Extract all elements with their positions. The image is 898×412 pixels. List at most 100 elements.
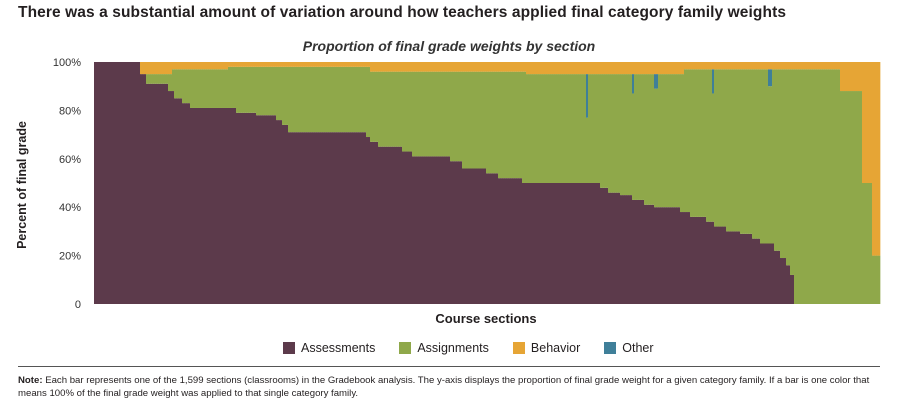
bar-segment-assignments bbox=[300, 66, 303, 133]
bar-segment-assignments bbox=[584, 74, 587, 183]
bar-segment-assessments bbox=[114, 62, 117, 304]
bar-segment-assessments bbox=[288, 132, 291, 304]
bar-segment-assessments bbox=[572, 183, 575, 304]
bar-segment-assessments bbox=[372, 141, 375, 304]
bar-segment-assessments bbox=[158, 83, 161, 304]
bar-segment-assignments bbox=[354, 66, 357, 133]
bar-segment-assignments bbox=[204, 69, 207, 108]
bar-segment-behavior bbox=[198, 62, 201, 70]
bar-segment-behavior bbox=[764, 62, 767, 70]
bar-segment-assessments bbox=[100, 62, 103, 304]
bar-segment-assessments bbox=[514, 178, 517, 304]
bar-segment-behavior bbox=[382, 62, 385, 72]
bar-segment-behavior bbox=[668, 62, 671, 75]
bar-segment-assignments bbox=[618, 74, 621, 193]
bar-segment-behavior bbox=[536, 62, 539, 75]
bar-segment-assessments bbox=[236, 112, 239, 304]
bar-segment-assignments bbox=[312, 66, 315, 133]
bar-segment-assessments bbox=[700, 216, 703, 304]
bar-segment-assessments bbox=[532, 183, 535, 304]
bar-segment-behavior bbox=[230, 62, 233, 67]
bar-segment-behavior bbox=[472, 62, 475, 72]
bar-segment-behavior bbox=[304, 62, 307, 67]
bar-segment-behavior bbox=[628, 62, 631, 75]
bar-segment-behavior bbox=[596, 62, 599, 75]
bar-segment-behavior bbox=[276, 62, 279, 67]
bar-segment-behavior bbox=[520, 62, 523, 72]
bar-segment-behavior bbox=[860, 62, 863, 92]
bar-segment-assessments bbox=[108, 62, 111, 304]
bar-segment-assessments bbox=[624, 195, 627, 304]
bar-segment-assessments bbox=[152, 83, 155, 304]
bar-segment-behavior bbox=[356, 62, 359, 67]
bar-segment-behavior bbox=[790, 62, 793, 70]
bar-segment-assessments bbox=[376, 141, 379, 304]
bar-segment-behavior bbox=[578, 62, 581, 75]
bar-segment-assignments bbox=[776, 69, 779, 251]
bar-segment-assignments bbox=[332, 66, 335, 133]
bar-segment-assignments bbox=[828, 69, 831, 304]
bar-segment-assessments bbox=[590, 183, 593, 304]
bar-segment-behavior bbox=[316, 62, 319, 67]
bar-segment-assignments bbox=[186, 69, 189, 104]
bar-segment-assessments bbox=[666, 207, 669, 304]
bar-segment-assessments bbox=[722, 226, 725, 304]
bar-segment-behavior bbox=[760, 62, 763, 70]
bar-segment-assignments bbox=[188, 69, 191, 104]
bar-segment-behavior bbox=[748, 62, 751, 70]
bar-segment-assignments bbox=[800, 69, 803, 304]
bar-segment-assignments bbox=[836, 69, 839, 304]
bar-segment-assessments bbox=[568, 183, 571, 304]
bar-segment-assignments bbox=[380, 71, 383, 147]
bar-segment-assignments bbox=[698, 69, 701, 217]
bar-segment-behavior bbox=[828, 62, 831, 70]
bar-segment-behavior bbox=[350, 62, 353, 67]
bar-segment-assignments bbox=[488, 71, 491, 174]
bar-segment-assessments bbox=[166, 83, 169, 304]
bar-segment-behavior bbox=[236, 62, 239, 67]
bar-segment-behavior bbox=[688, 62, 691, 70]
bar-segment-assignments bbox=[414, 71, 417, 157]
bar-segment-behavior bbox=[306, 62, 309, 67]
bar-segment-behavior bbox=[404, 62, 407, 72]
bar-segment-assignments bbox=[294, 66, 297, 133]
bar-segment-assessments bbox=[612, 192, 615, 304]
bar-segment-assignments bbox=[216, 69, 219, 108]
bar-segment-behavior bbox=[738, 62, 741, 70]
y-ticks-group: 0 20% 40% 60% 80% 100% bbox=[53, 57, 81, 311]
bar-segment-behavior bbox=[386, 62, 389, 72]
bar-segment-behavior bbox=[140, 62, 143, 75]
bar-segment-assessments bbox=[250, 112, 253, 304]
bar-segment-behavior bbox=[816, 62, 819, 70]
bar-segment-assessments bbox=[692, 216, 695, 304]
bar-segment-assessments bbox=[194, 107, 197, 304]
bar-segment-assessments bbox=[136, 62, 139, 304]
bar-segment-assignments bbox=[244, 66, 247, 113]
bar-segment-other bbox=[586, 74, 589, 118]
bar-segment-assessments bbox=[274, 115, 277, 305]
bar-segment-behavior bbox=[742, 62, 745, 70]
bar-segment-assessments bbox=[610, 192, 613, 304]
bar-segment-behavior bbox=[426, 62, 429, 72]
bar-segment-assignments bbox=[778, 69, 781, 251]
bar-segment-assessments bbox=[466, 168, 469, 304]
bar-segment-assignments bbox=[602, 74, 605, 188]
bar-segment-assessments bbox=[582, 183, 585, 304]
bar-segment-assignments bbox=[718, 69, 721, 227]
bar-segment-behavior bbox=[474, 62, 477, 72]
bar-segment-assessments bbox=[626, 195, 629, 304]
bar-segment-assignments bbox=[346, 66, 349, 133]
bar-segment-assessments bbox=[230, 107, 233, 304]
bar-segment-assessments bbox=[198, 107, 201, 304]
bar-segment-assignments bbox=[656, 88, 659, 208]
bar-segment-behavior bbox=[696, 62, 699, 70]
bar-segment-assessments bbox=[246, 112, 249, 304]
bar-segment-behavior bbox=[716, 62, 719, 70]
bar-segment-assignments bbox=[384, 71, 387, 147]
bar-segment-assignments bbox=[746, 69, 749, 234]
bar-segment-assignments bbox=[862, 183, 865, 304]
bar-segment-assignments bbox=[196, 69, 199, 108]
bar-segment-assessments bbox=[512, 178, 515, 304]
bar-segment-behavior bbox=[602, 62, 605, 75]
